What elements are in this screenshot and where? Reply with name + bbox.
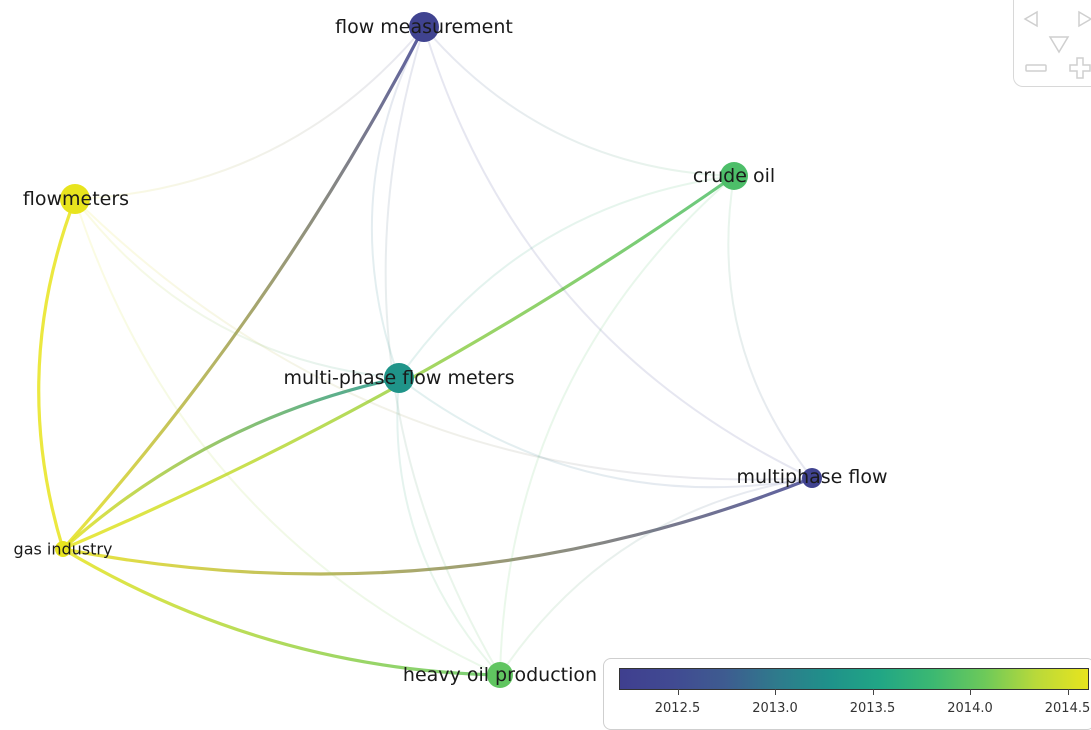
legend-tick-label: 2013.0 bbox=[752, 701, 798, 716]
right-arrow-icon[interactable] bbox=[1076, 10, 1091, 28]
link-crude_oil-multiphase_flow[interactable] bbox=[727, 175, 813, 479]
legend-tick-mark bbox=[872, 689, 874, 695]
node-circle-crude_oil[interactable] bbox=[720, 162, 748, 190]
link-flowmeters-multiphase_flow[interactable] bbox=[74, 198, 813, 481]
link-gas_industry-flow_measurement[interactable] bbox=[61, 25, 426, 551]
year-color-legend: 2012.5 2013.0 2013.5 2014.0 2014.5 bbox=[603, 658, 1091, 730]
node-circle-gas_industry[interactable] bbox=[55, 541, 71, 557]
node-circle-multiphase_flow[interactable] bbox=[802, 468, 822, 488]
legend-tick-mark bbox=[677, 689, 679, 695]
zoom-in-icon[interactable] bbox=[1068, 56, 1091, 80]
legend-tick-mark bbox=[1067, 689, 1069, 695]
legend-tick-mark bbox=[775, 689, 776, 695]
node-label-multiphase_flow[interactable]: multiphase flow bbox=[736, 466, 887, 488]
node-crude_oil[interactable]: crude oil bbox=[693, 162, 775, 190]
link-multi_phase-multiphase_flow[interactable] bbox=[398, 377, 813, 489]
link-flow_measurement-crude_oil[interactable] bbox=[423, 26, 735, 177]
nodes-layer: flow measurement flowmeters crude oil multi… bbox=[14, 12, 888, 688]
link-flow_measurement-multi_phase[interactable] bbox=[370, 26, 425, 379]
link-gas_industry-flowmeters[interactable] bbox=[37, 197, 77, 551]
link-crude_oil-multi_phase[interactable] bbox=[398, 175, 735, 379]
legend-tick-label: 2013.5 bbox=[849, 701, 896, 716]
legend-tick-mark bbox=[970, 689, 971, 695]
node-multiphase_flow[interactable]: multiphase flow bbox=[736, 466, 888, 488]
link-gas_industry-multiphase_flow[interactable] bbox=[61, 476, 814, 576]
node-label-heavy_oil[interactable]: heavy oil production bbox=[403, 664, 597, 686]
down-arrow-icon[interactable] bbox=[1048, 34, 1070, 54]
node-label-gas_industry[interactable]: gas industry bbox=[14, 540, 113, 559]
legend-tick-label: 2014.5 bbox=[1044, 701, 1091, 716]
zoom-out-icon[interactable] bbox=[1024, 60, 1048, 76]
link-gas_industry-crude_oil[interactable] bbox=[61, 174, 736, 551]
navigation-panel bbox=[1013, 0, 1091, 87]
node-label-multi_phase[interactable]: multi-phase flow meters bbox=[283, 367, 514, 389]
node-label-crude_oil[interactable]: crude oil bbox=[693, 165, 775, 187]
node-multi_phase[interactable]: multi-phase flow meters bbox=[283, 363, 515, 393]
link-gas_industry-heavy_oil[interactable] bbox=[61, 547, 502, 677]
node-flow_measurement[interactable]: flow measurement bbox=[335, 12, 513, 42]
link-crude_oil-heavy_oil[interactable] bbox=[499, 175, 735, 676]
link-flow_measurement-heavy_oil[interactable] bbox=[384, 26, 501, 676]
legend-tick-label: 2014.0 bbox=[947, 701, 993, 716]
node-label-flow_measurement[interactable]: flow measurement bbox=[335, 16, 513, 38]
link-flow_measurement-multiphase_flow[interactable] bbox=[423, 26, 813, 479]
link-multi_phase-heavy_oil[interactable] bbox=[396, 377, 501, 676]
node-circle-flowmeters[interactable] bbox=[60, 184, 90, 214]
left-arrow-icon[interactable] bbox=[1022, 10, 1040, 28]
link-gas_industry-multi_phase[interactable] bbox=[61, 376, 401, 551]
links-layer bbox=[37, 25, 814, 677]
node-circle-flow_measurement[interactable] bbox=[409, 12, 439, 42]
link-flowmeters-flow_measurement[interactable] bbox=[74, 26, 425, 200]
legend-tick-label: 2012.5 bbox=[654, 701, 701, 716]
node-circle-heavy_oil[interactable] bbox=[487, 662, 513, 688]
link-multiphase_flow-heavy_oil[interactable] bbox=[499, 477, 813, 676]
link-flowmeters-heavy_oil[interactable] bbox=[74, 198, 501, 676]
node-heavy_oil[interactable]: heavy oil production bbox=[403, 662, 597, 688]
node-label-flowmeters[interactable]: flowmeters bbox=[23, 188, 129, 210]
node-circle-multi_phase[interactable] bbox=[384, 363, 414, 393]
node-gas_industry[interactable]: gas industry bbox=[14, 540, 113, 559]
link-flowmeters-multi_phase[interactable] bbox=[74, 198, 400, 379]
node-flowmeters[interactable]: flowmeters bbox=[23, 184, 129, 214]
color-scale-bar bbox=[619, 668, 1089, 690]
